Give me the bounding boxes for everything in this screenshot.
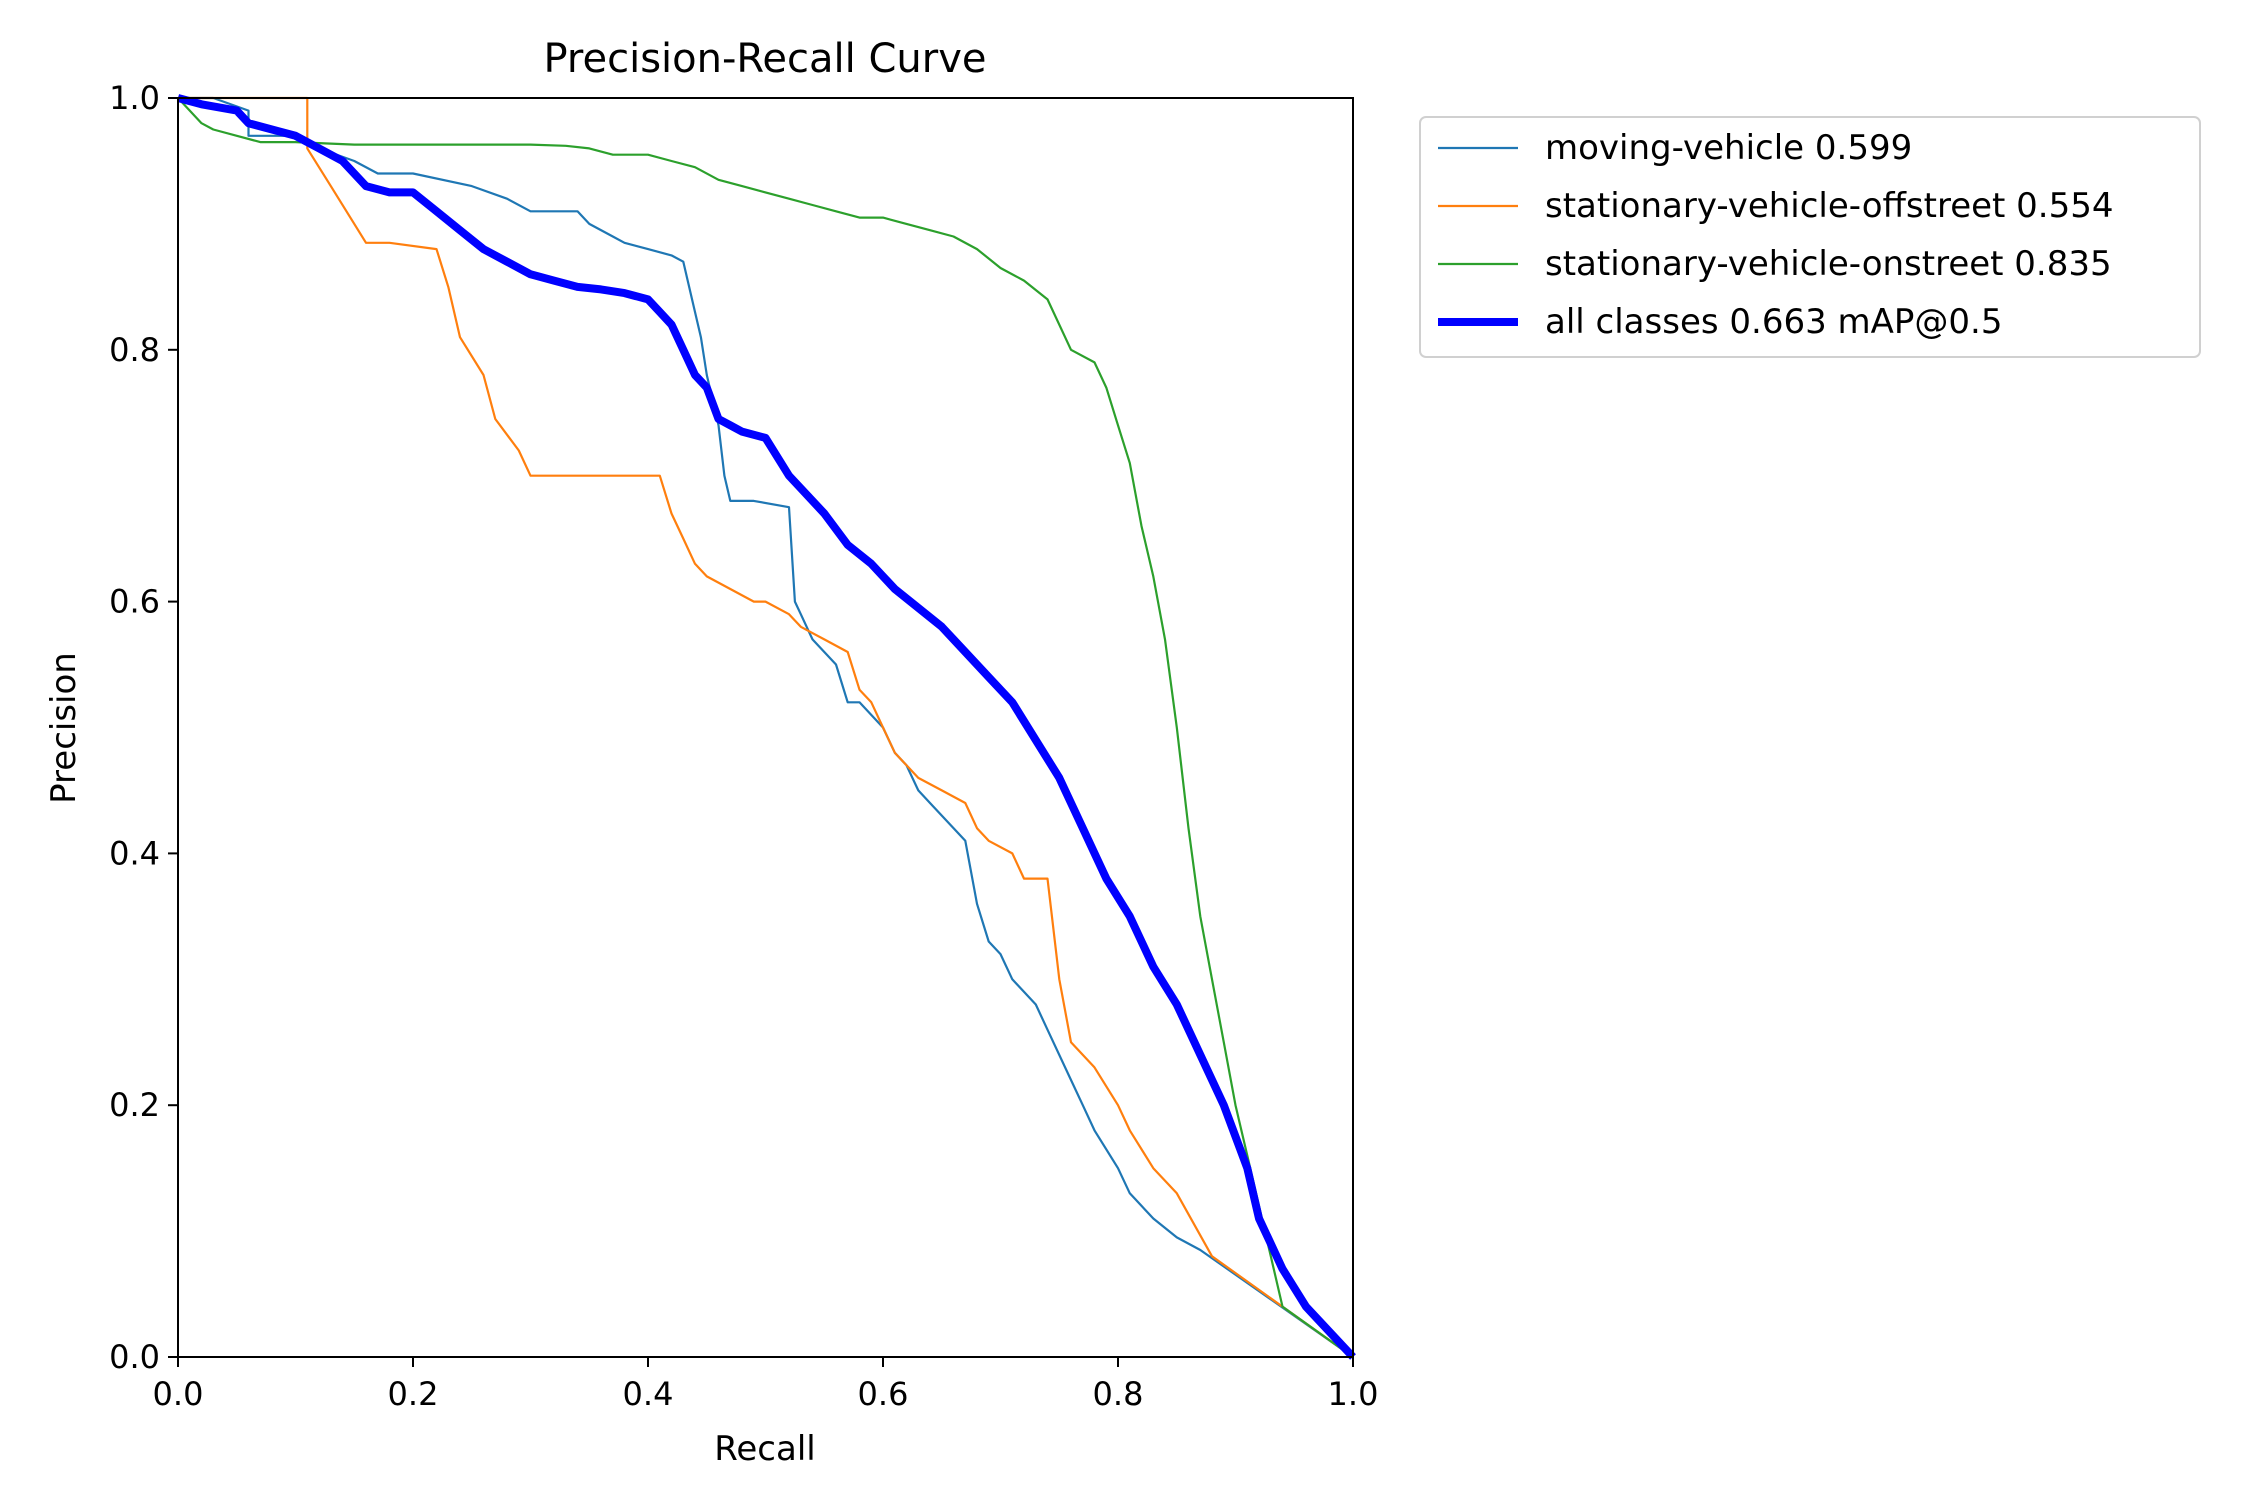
y-tick-label: 1.0	[109, 79, 160, 117]
y-tick-label: 0.8	[109, 331, 160, 369]
legend-label-3: all classes 0.663 mAP@0.5	[1545, 302, 2002, 342]
legend-label-1: stationary-vehicle-offstreet 0.554	[1545, 186, 2114, 226]
legend-label-0: moving-vehicle 0.599	[1545, 128, 1912, 168]
ticks-layer: 0.0 0.2 0.4 0.6 0.8 1.0 0.0 0.2 0.4 0.6 0.8 1.0	[109, 79, 1378, 1413]
x-tick-label: 0.2	[388, 1375, 439, 1413]
legend: moving-vehicle 0.599 stationary-vehicle-o…	[1419, 116, 2201, 358]
series-layer	[176, 94, 1356, 1360]
y-tick-label: 0.0	[109, 1338, 160, 1376]
legend-items: moving-vehicle 0.599 stationary-vehicle-o…	[1438, 128, 2114, 342]
x-tick-label: 1.0	[1328, 1375, 1379, 1413]
x-tick-label: 0.0	[153, 1375, 204, 1413]
x-tick-label: 0.4	[623, 1375, 674, 1413]
x-tick-label: 0.8	[1093, 1375, 1144, 1413]
legend-label-2: stationary-vehicle-onstreet 0.835	[1545, 244, 2112, 284]
series-line-1	[178, 96, 1354, 1358]
y-axis-label: Precision	[44, 652, 84, 804]
series-line-2	[177, 97, 1354, 1358]
plot-frame	[177, 97, 1354, 1358]
x-axis-label: Recall	[714, 1429, 815, 1469]
y-tick-label: 0.2	[109, 1086, 160, 1124]
series-line-0	[178, 96, 1354, 1358]
series-line-3	[176, 94, 1356, 1360]
chart-title: Precision-Recall Curve	[544, 36, 987, 82]
y-tick-label: 0.6	[109, 583, 160, 621]
y-tick-label: 0.4	[109, 834, 160, 872]
x-tick-label: 0.6	[858, 1375, 909, 1413]
legend-box	[1419, 116, 2201, 358]
